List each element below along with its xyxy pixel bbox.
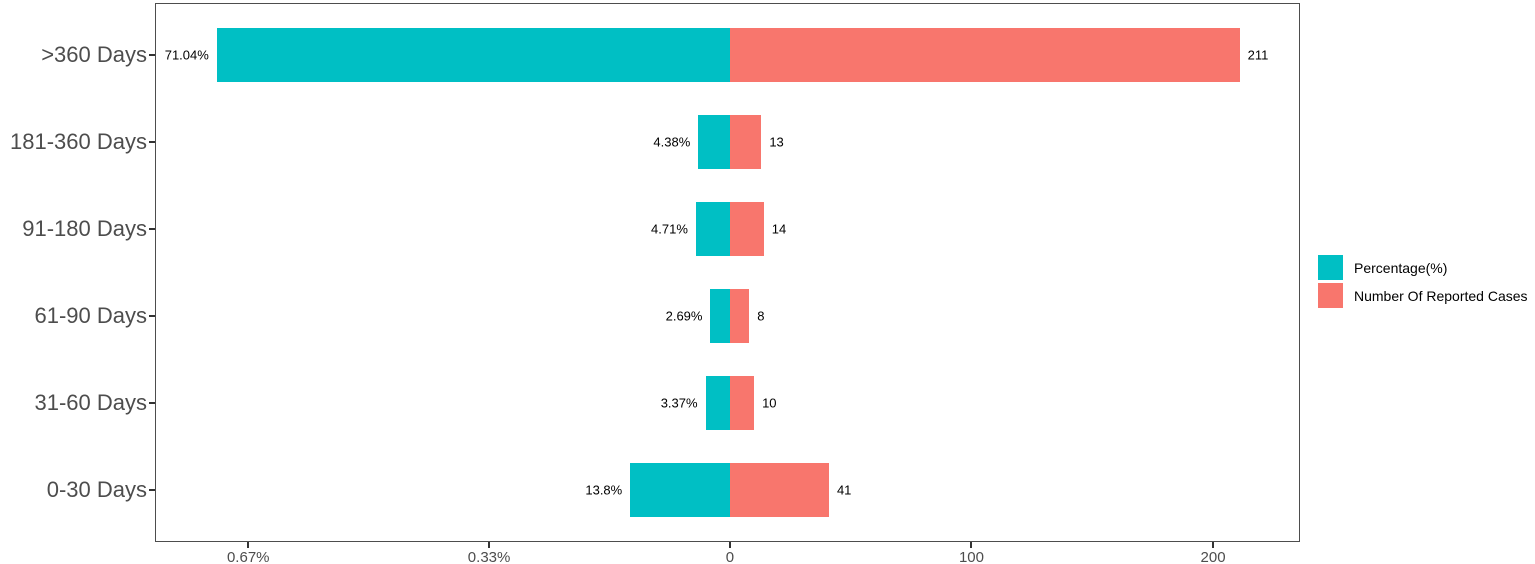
- y-axis-tick-mark: [149, 141, 155, 144]
- percentage-value-label: 2.69%: [665, 308, 703, 324]
- percentage-value-label: 3.37%: [660, 395, 698, 411]
- x-axis-tick-label: 0: [725, 549, 735, 564]
- legend: Percentage(%) Number Of Reported Cases: [1318, 255, 1528, 311]
- percentage-value-label: 4.71%: [651, 221, 688, 237]
- y-axis-tick-mark: [149, 54, 155, 57]
- y-axis-tick-mark: [149, 228, 155, 231]
- bar-percentage: [695, 202, 730, 257]
- y-axis-label: 31-60 Days: [34, 389, 147, 415]
- bar-reported-cases: [729, 202, 764, 257]
- x-axis-tick-mark: [728, 542, 731, 548]
- percentage-value-label: 13.8%: [585, 482, 623, 498]
- y-axis-label: 0-30 Days: [46, 476, 147, 502]
- plot-panel: [155, 3, 1300, 542]
- cases-value-label: 41: [836, 482, 852, 498]
- cases-value-label: 8: [757, 308, 765, 324]
- x-axis-tick-label: 0.33%: [467, 549, 511, 564]
- y-axis-label: 181-360 Days: [10, 129, 147, 155]
- bar-percentage: [705, 375, 730, 430]
- bar-reported-cases: [729, 462, 829, 517]
- legend-label: Number Of Reported Cases: [1354, 287, 1528, 304]
- x-axis-tick-mark: [970, 542, 973, 548]
- x-axis-tick-mark: [488, 542, 491, 548]
- x-axis-tick-label: 100: [958, 549, 984, 564]
- cases-value-label: 14: [771, 221, 787, 237]
- x-axis-tick-label: 0.67%: [226, 549, 270, 564]
- x-axis-tick-mark: [1212, 542, 1215, 548]
- y-axis-tick-mark: [149, 401, 155, 404]
- cases-value-label: 10: [762, 395, 777, 411]
- percentage-value-label: 4.38%: [653, 134, 691, 150]
- bar-reported-cases: [729, 28, 1240, 83]
- bar-reported-cases: [729, 115, 762, 170]
- y-axis-label: >360 Days: [41, 42, 147, 68]
- legend-key-swatch-icon: [1318, 255, 1343, 280]
- percentage-value-label: 71.04%: [164, 47, 209, 63]
- y-axis-tick-mark: [149, 314, 155, 317]
- legend-key-swatch-icon: [1318, 283, 1343, 308]
- x-axis-tick-label: 200: [1200, 549, 1226, 564]
- legend-entry: Number Of Reported Cases: [1318, 283, 1528, 308]
- bar-percentage: [698, 115, 730, 170]
- bar-percentage: [710, 288, 730, 343]
- bar-reported-cases: [729, 288, 750, 343]
- legend-label: Percentage(%): [1354, 259, 1448, 276]
- cases-value-label: 211: [1247, 47, 1269, 63]
- y-axis-label: 61-90 Days: [34, 302, 147, 328]
- bar-percentage: [630, 462, 730, 517]
- bar-reported-cases: [729, 375, 755, 430]
- x-axis-tick-mark: [247, 542, 250, 548]
- bar-percentage: [216, 28, 730, 83]
- y-axis-label: 91-180 Days: [22, 216, 147, 242]
- cases-value-label: 13: [769, 134, 784, 150]
- legend-entry: Percentage(%): [1318, 255, 1528, 280]
- y-axis-tick-mark: [149, 488, 155, 491]
